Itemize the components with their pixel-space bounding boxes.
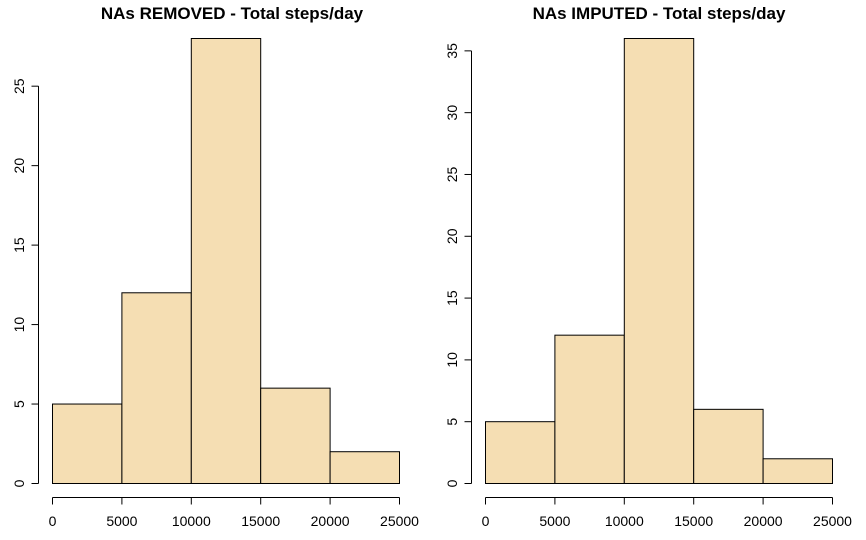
y-tick-label: 15 [11,237,27,253]
y-tick-label: 20 [444,228,460,244]
y-tick-label: 35 [444,43,460,59]
y-tick-label: 30 [444,105,460,121]
histogram-bar [190,38,262,484]
y-tick-label: 20 [11,158,27,174]
x-tick-label: 15000 [241,513,280,529]
histogram-bar [121,292,192,484]
histogram-bar [52,403,123,484]
x-tick-label: 10000 [605,513,644,529]
x-tick-label: 5000 [539,513,570,529]
x-tick-label: 25000 [380,513,419,529]
x-tick-label: 0 [482,513,490,529]
x-tick-label: 10000 [172,513,211,529]
x-tick-label: 15000 [674,513,713,529]
histogram-panel-nas-imputed: NAs IMPUTED - Total steps/day 0 5000 10000… [444,4,852,529]
histogram-panel-nas-removed: NAs REMOVED - Total steps/day 0 5000 10000… [11,4,419,529]
y-tick-label: 10 [444,352,460,368]
histogram-bar [260,387,331,484]
y-tick-label: 5 [444,418,460,426]
histogram-bar [329,451,401,485]
histogram-bar [485,421,556,485]
histogram-bar [693,408,764,485]
chart-title: NAs IMPUTED - Total steps/day [533,4,786,23]
chart-title: NAs REMOVED - Total steps/day [101,4,364,23]
y-tick-label: 25 [444,166,460,182]
y-tick-label: 10 [11,317,27,333]
x-tick-label: 20000 [311,513,350,529]
y-tick-label: 5 [11,400,27,408]
y-tick-label: 0 [11,479,27,487]
x-tick-label: 5000 [106,513,137,529]
histogram-bar [554,334,625,484]
histogram-bar [762,458,833,484]
x-tick-label: 25000 [813,513,852,529]
x-tick-label: 20000 [744,513,783,529]
x-tick-label: 0 [49,513,57,529]
y-tick-label: 25 [11,78,27,94]
y-tick-label: 0 [444,479,460,487]
histogram-bar [623,38,695,484]
y-tick-label: 15 [444,290,460,306]
